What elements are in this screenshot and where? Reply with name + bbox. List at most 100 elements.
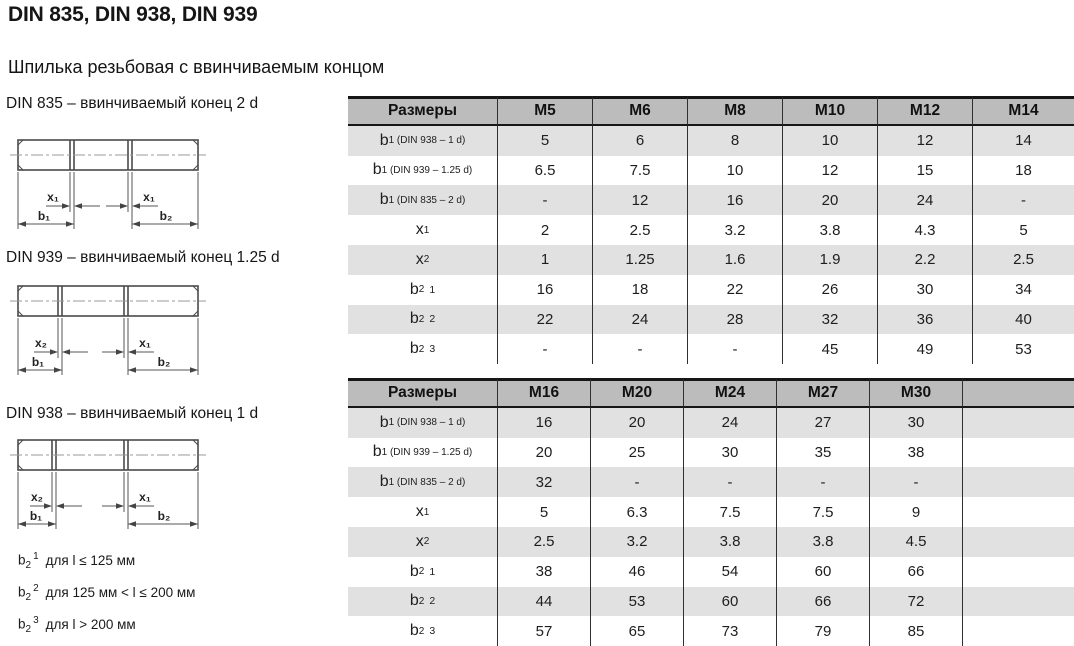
value-cell: 1.6 xyxy=(687,244,782,275)
column-header: M10 xyxy=(782,96,877,126)
dim-label-b2: b₂ xyxy=(158,355,171,369)
footnote-sup: 3 xyxy=(33,615,39,626)
footnote-sup: 1 xyxy=(33,551,39,562)
value-cell: 6 xyxy=(592,125,687,156)
value-cell: 4.5 xyxy=(869,526,962,557)
value-cell: 44 xyxy=(497,586,590,617)
value-cell: 5 xyxy=(972,215,1074,245)
value-cell: 60 xyxy=(776,556,869,587)
value-cell: - xyxy=(683,467,776,498)
dim-label-b1: b₁ xyxy=(32,355,44,369)
value-cell: 2.5 xyxy=(497,526,590,557)
value-cell: 53 xyxy=(972,334,1074,365)
dim-label-b2: b₂ xyxy=(160,209,173,223)
value-cell: 40 xyxy=(972,304,1074,335)
diagram-label-din938: DIN 938 – ввинчиваемый конец 1 d xyxy=(6,405,259,422)
value-cell: 35 xyxy=(776,437,869,468)
dim-label-x-left: x₂ xyxy=(35,336,47,350)
value-cell: - xyxy=(972,185,1074,216)
value-cell: 6.5 xyxy=(497,155,592,186)
value-cell: 16 xyxy=(497,274,592,305)
value-cell: 25 xyxy=(590,437,683,468)
value-cell: 20 xyxy=(782,185,877,216)
value-cell: 7.5 xyxy=(776,497,869,527)
dim-label-x-right: x₁ xyxy=(139,490,151,504)
value-cell: 7.5 xyxy=(683,497,776,527)
value-cell: 24 xyxy=(877,185,972,216)
value-cell: 12 xyxy=(592,185,687,216)
dim-label-x-left: x₂ xyxy=(31,490,43,504)
value-cell: 30 xyxy=(869,407,962,438)
value-cell: 5 xyxy=(497,497,590,527)
value-cell: 73 xyxy=(683,616,776,646)
value-cell: 38 xyxy=(869,437,962,468)
diagram-label-din835: DIN 835 – ввинчиваемый конец 2 d xyxy=(6,95,259,112)
footnote-base: b xyxy=(18,552,26,568)
value-cell: - xyxy=(687,334,782,365)
dim-label-x-left: x₁ xyxy=(47,190,59,204)
value-cell: 57 xyxy=(497,616,590,646)
value-cell: 30 xyxy=(877,274,972,305)
value-cell: - xyxy=(497,185,592,216)
value-cell: - xyxy=(497,334,592,365)
value-cell xyxy=(962,616,1074,646)
footnote-sup: 2 xyxy=(33,583,39,594)
value-cell: 1.9 xyxy=(782,244,877,275)
column-header: M30 xyxy=(869,378,962,408)
column-header: M16 xyxy=(497,378,590,408)
value-cell: 7.5 xyxy=(592,155,687,186)
value-cell: 10 xyxy=(687,155,782,186)
value-cell xyxy=(962,497,1074,527)
stud-diagram-din939: x₂ x₁ b₁ b₂ xyxy=(10,285,206,375)
column-header: Размеры xyxy=(348,96,497,126)
footnote-b2-1: b21 для l ≤ 125 мм xyxy=(18,551,135,571)
value-cell: 9 xyxy=(869,497,962,527)
dim-label-b1: b₁ xyxy=(30,509,42,523)
value-cell: 12 xyxy=(782,155,877,186)
column-header: M27 xyxy=(776,378,869,408)
diagram-label-din939: DIN 939 – ввинчиваемый конец 1.25 d xyxy=(6,249,280,266)
value-cell: 22 xyxy=(687,274,782,305)
size-table-m5-m14: Размеры M5 M6 M8 M10 M12 M14 b 1 (DIN 938 – 1 d)… xyxy=(348,96,1074,365)
footnote-base: b xyxy=(18,616,26,632)
value-cell: 1.25 xyxy=(592,244,687,275)
value-cell xyxy=(962,407,1074,438)
value-cell: 2.5 xyxy=(592,215,687,245)
value-cell: 4.3 xyxy=(877,215,972,245)
value-cell: 12 xyxy=(877,125,972,156)
value-cell: 18 xyxy=(972,155,1074,186)
dim-label-x-right: x₁ xyxy=(139,336,151,350)
page-subtitle: Шпилька резьбовая с ввинчиваемым концом xyxy=(8,57,385,77)
value-cell: 65 xyxy=(590,616,683,646)
value-cell: 49 xyxy=(877,334,972,365)
value-cell: 66 xyxy=(776,586,869,617)
value-cell: 2.5 xyxy=(972,244,1074,275)
value-cell: 53 xyxy=(590,586,683,617)
value-cell: 3.8 xyxy=(776,526,869,557)
footnote-sub: 2 xyxy=(25,592,32,604)
footnote-text: для l ≤ 125 мм xyxy=(45,552,136,568)
column-header: M24 xyxy=(683,378,776,408)
footnote-text: для l > 200 мм xyxy=(45,616,136,632)
value-cell: 45 xyxy=(782,334,877,365)
value-cell: 26 xyxy=(782,274,877,305)
column-header: M8 xyxy=(687,96,782,126)
value-cell: 34 xyxy=(972,274,1074,305)
column-header: Размеры xyxy=(348,378,497,408)
value-cell: 2 xyxy=(497,215,592,245)
footnote-text: для 125 мм < l ≤ 200 мм xyxy=(45,584,196,600)
dim-label-b2: b₂ xyxy=(158,509,171,523)
